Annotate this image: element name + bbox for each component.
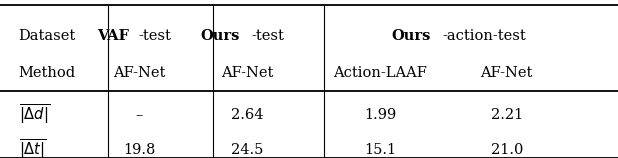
Text: AF-Net: AF-Net: [113, 66, 165, 80]
Text: $\overline{|\Delta t|}$: $\overline{|\Delta t|}$: [19, 138, 46, 158]
Text: 2.64: 2.64: [231, 108, 263, 122]
Text: -test: -test: [138, 29, 171, 43]
Text: 19.8: 19.8: [123, 143, 155, 157]
Text: VAF: VAF: [97, 29, 129, 43]
Text: 21.0: 21.0: [491, 143, 523, 157]
Text: AF-Net: AF-Net: [221, 66, 273, 80]
Text: 2.21: 2.21: [491, 108, 523, 122]
Text: –: –: [135, 108, 143, 122]
Text: Dataset: Dataset: [19, 29, 76, 43]
Text: 15.1: 15.1: [364, 143, 396, 157]
Text: 1.99: 1.99: [364, 108, 396, 122]
Text: -action-test: -action-test: [442, 29, 527, 43]
Text: $\overline{|\Delta d|}$: $\overline{|\Delta d|}$: [19, 103, 49, 128]
Text: Ours: Ours: [201, 29, 240, 43]
Text: -test: -test: [252, 29, 284, 43]
Text: Action-LAAF: Action-LAAF: [333, 66, 427, 80]
Text: Method: Method: [19, 66, 75, 80]
Text: AF-Net: AF-Net: [481, 66, 533, 80]
Text: 24.5: 24.5: [231, 143, 263, 157]
Text: Ours: Ours: [392, 29, 431, 43]
